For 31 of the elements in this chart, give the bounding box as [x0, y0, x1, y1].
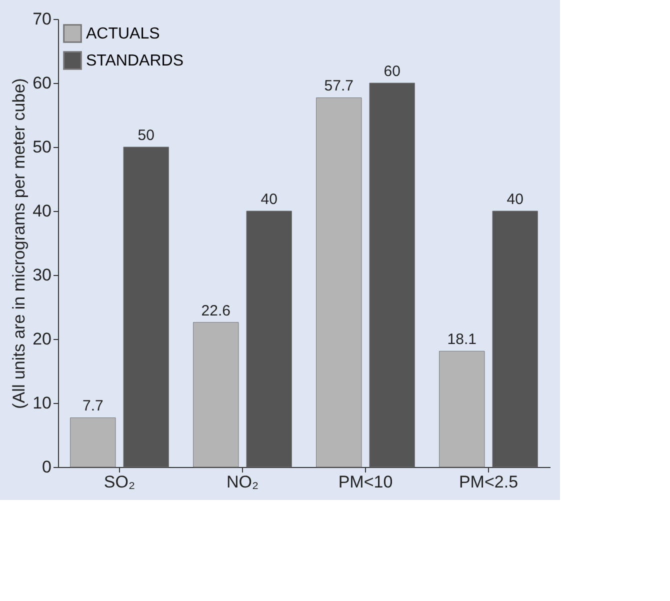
data-label: 60 — [384, 63, 400, 80]
bar — [193, 322, 239, 468]
bar — [439, 350, 485, 468]
x-tick-label: SO₂ — [104, 472, 136, 492]
y-tick-label: 30 — [32, 266, 52, 284]
y-tick-label: 60 — [32, 74, 52, 92]
data-label: 22.6 — [201, 302, 231, 320]
bar — [70, 417, 116, 468]
x-tick-label: NO₂ — [226, 472, 259, 492]
y-tick-label: 50 — [32, 138, 52, 156]
x-tick-label: PM<2.5 — [458, 472, 518, 492]
bar — [369, 82, 415, 468]
y-tick-label: 20 — [32, 330, 52, 348]
bar — [123, 146, 169, 468]
legend-label: ACTUALS — [86, 26, 160, 42]
bar — [316, 97, 362, 468]
y-tick-label: 10 — [32, 394, 52, 412]
y-axis-title: (All units are in micrograms per meter cube) — [10, 78, 29, 409]
bar — [492, 210, 538, 468]
data-label: 50 — [138, 127, 154, 144]
data-label: 18.1 — [447, 331, 477, 348]
data-label: 40 — [260, 191, 278, 208]
data-label: 57.7 — [324, 78, 354, 95]
x-tick-label: PM<10 — [338, 472, 393, 492]
y-tick-label: 0 — [42, 458, 52, 476]
bar — [246, 210, 292, 468]
data-label: 40 — [506, 191, 524, 208]
legend-label: STANDARDS — [86, 52, 184, 70]
y-tick-label: 40 — [32, 202, 52, 220]
data-label: 7.7 — [82, 398, 104, 415]
y-tick-label: 70 — [32, 10, 52, 28]
